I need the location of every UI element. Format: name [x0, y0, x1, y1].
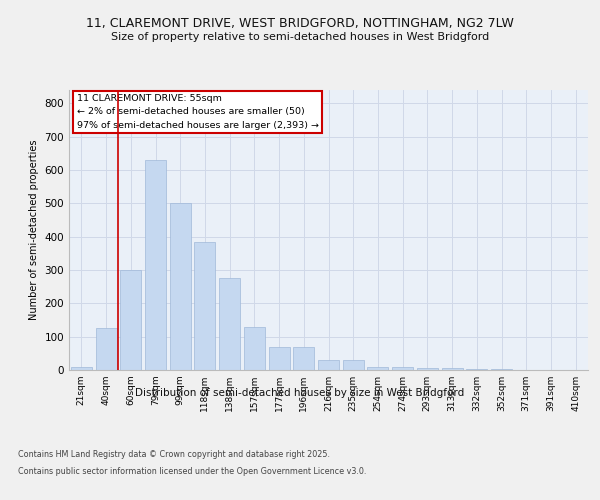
Text: Distribution of semi-detached houses by size in West Bridgford: Distribution of semi-detached houses by … [136, 388, 464, 398]
Bar [293, 346, 314, 370]
Text: Contains HM Land Registry data © Crown copyright and database right 2025.: Contains HM Land Registry data © Crown c… [18, 450, 330, 459]
Bar [120, 270, 141, 370]
Bar [466, 369, 487, 370]
Bar [244, 326, 265, 370]
Bar [269, 346, 290, 370]
Bar [194, 242, 215, 370]
Bar [417, 368, 438, 370]
Bar [318, 360, 339, 370]
Text: Contains public sector information licensed under the Open Government Licence v3: Contains public sector information licen… [18, 468, 367, 476]
Bar [392, 368, 413, 370]
Bar [343, 360, 364, 370]
Bar [367, 366, 388, 370]
Bar [145, 160, 166, 370]
Text: 11, CLAREMONT DRIVE, WEST BRIDGFORD, NOTTINGHAM, NG2 7LW: 11, CLAREMONT DRIVE, WEST BRIDGFORD, NOT… [86, 18, 514, 30]
Text: 11 CLAREMONT DRIVE: 55sqm
← 2% of semi-detached houses are smaller (50)
97% of s: 11 CLAREMONT DRIVE: 55sqm ← 2% of semi-d… [77, 94, 319, 130]
Y-axis label: Number of semi-detached properties: Number of semi-detached properties [29, 140, 39, 320]
Bar [219, 278, 240, 370]
Bar [442, 368, 463, 370]
Bar [71, 366, 92, 370]
Text: Size of property relative to semi-detached houses in West Bridgford: Size of property relative to semi-detach… [111, 32, 489, 42]
Bar [170, 204, 191, 370]
Bar [95, 328, 116, 370]
